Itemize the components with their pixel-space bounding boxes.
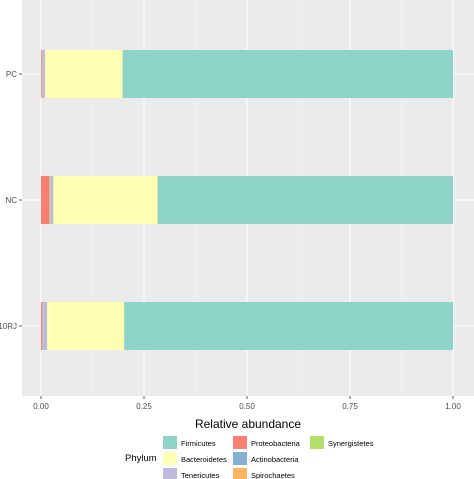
legend-label-actinobacteria: Actinobacteria [251, 455, 299, 464]
legend-label-firmicutes: Firmicutes [181, 439, 216, 448]
bar-nc-tenericutes [50, 176, 54, 224]
bar-nc-proteobacteria [41, 176, 50, 224]
bar-10rj-tenericutes [43, 302, 48, 350]
bar-nc-bacteroidetes [53, 176, 158, 224]
y-tick-label: NC [5, 196, 17, 205]
x-axis: 0.00 0.25 0.50 0.75 1.00 [33, 396, 461, 411]
bar-10rj-firmicutes [124, 302, 453, 350]
legend-key-bacteroidetes [163, 452, 177, 465]
legend-key-tenericutes [163, 468, 177, 479]
x-tick-label: 0.00 [33, 402, 49, 411]
y-tick-label: PC [6, 70, 17, 79]
bar-10rj-bacteroidetes [47, 302, 125, 350]
legend-title: Phylum [125, 453, 157, 464]
legend-label-spirochaetes: Spirochaetes [251, 471, 295, 479]
bar-pc-bacteroidetes [45, 50, 123, 98]
x-tick-label: 1.00 [445, 402, 461, 411]
legend-key-proteobacteria [233, 436, 247, 449]
y-tick-label: 10RJ [0, 322, 17, 331]
legend-key-firmicutes [163, 436, 177, 449]
legend-key-actinobacteria [233, 452, 247, 465]
bar-pc-firmicutes [122, 50, 454, 98]
legend-label-bacteroidetes: Bacteroidetes [181, 455, 227, 464]
y-axis: PC NC 10RJ [0, 70, 22, 331]
legend: Phylum Firmicutes Bacteroidetes Tenericute… [125, 436, 374, 479]
bar-pc-proteobacteria [41, 50, 42, 98]
x-tick-label: 0.50 [239, 402, 255, 411]
legend-key-synergistetes [310, 436, 324, 449]
bar-nc-firmicutes [157, 176, 453, 224]
bar-10rj-proteobacteria [41, 302, 43, 350]
x-axis-title: Relative abundance [195, 417, 301, 431]
legend-label-tenericutes: Tenericutes [181, 471, 220, 479]
x-tick-label: 0.25 [136, 402, 152, 411]
bar-pc-tenericutes [42, 50, 46, 98]
legend-label-synergistetes: Synergistetes [328, 439, 374, 448]
bars [41, 50, 454, 350]
legend-key-spirochaetes [233, 468, 247, 479]
x-tick-label: 0.75 [342, 402, 358, 411]
legend-label-proteobacteria: Proteobacteria [251, 439, 301, 448]
